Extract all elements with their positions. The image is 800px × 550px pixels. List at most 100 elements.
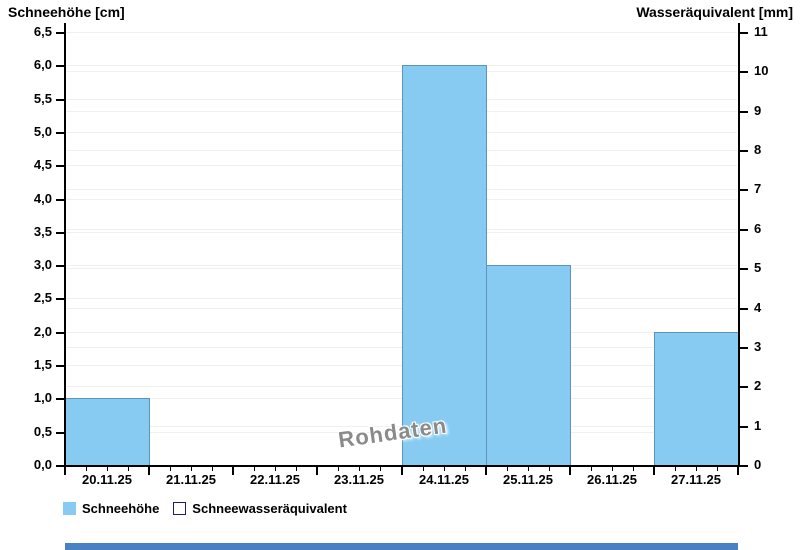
x-axis-major-tick <box>148 467 150 475</box>
x-axis-major-tick <box>316 467 318 475</box>
gridline <box>66 111 737 112</box>
bar[interactable] <box>65 398 150 466</box>
y-axis-tick-label: 3 <box>754 339 762 354</box>
x-axis-minor-tick <box>296 467 297 471</box>
x-axis-minor-tick <box>528 467 529 471</box>
x-axis-major-tick <box>737 467 739 475</box>
gridline <box>66 386 737 387</box>
y-axis-tick <box>56 465 64 467</box>
legend-label: Schneehöhe <box>82 501 160 516</box>
legend-swatch-filled-icon <box>63 502 76 515</box>
x-axis-line <box>64 465 740 467</box>
gridline <box>66 298 737 299</box>
x-axis-major-tick <box>569 467 571 475</box>
y-axis-tick <box>56 165 64 167</box>
y-axis-tick-label: 10 <box>754 63 769 78</box>
gridline <box>66 199 737 200</box>
x-axis-date-label: 21.11.25 <box>166 472 216 487</box>
y-axis-tick <box>740 308 748 310</box>
x-axis-minor-tick <box>423 467 424 471</box>
time-range-scrollbar[interactable] <box>65 543 738 550</box>
y-axis-tick-label: 5,5 <box>33 91 52 106</box>
x-axis-date-label: 22.11.25 <box>250 472 300 487</box>
gridline <box>66 332 737 333</box>
x-axis-minor-tick <box>212 467 213 471</box>
bar[interactable] <box>654 332 739 466</box>
y-axis-tick-label: 3,0 <box>33 257 52 272</box>
y-axis-tick <box>740 32 748 34</box>
right-axis-title: Wasseräquivalent [mm] <box>636 4 793 20</box>
gridline <box>66 308 737 309</box>
gridline <box>66 71 737 72</box>
y-axis-tick-label: 6,0 <box>33 57 52 72</box>
y-axis-tick <box>740 347 748 349</box>
y-axis-tick-label: 0,5 <box>33 424 52 439</box>
x-axis-minor-tick <box>107 467 108 471</box>
y-axis-tick-label: 9 <box>754 103 762 118</box>
legend-swatch-outlined-icon <box>173 502 187 515</box>
x-axis-major-tick <box>401 467 403 475</box>
y-axis-tick <box>56 132 64 134</box>
y-axis-tick <box>740 150 748 152</box>
x-axis-minor-tick <box>675 467 676 471</box>
x-axis-minor-tick <box>465 467 466 471</box>
y-axis-tick <box>56 432 64 434</box>
x-axis-major-tick <box>64 467 66 475</box>
y-axis-tick-label: 4,5 <box>33 157 52 172</box>
x-axis-minor-tick <box>191 467 192 471</box>
y-axis-tick <box>740 426 748 428</box>
gridline <box>66 432 737 433</box>
y-axis-tick-label: 5 <box>754 260 762 275</box>
y-axis-tick <box>740 229 748 231</box>
y-axis-tick <box>740 268 748 270</box>
x-axis-minor-tick <box>170 467 171 471</box>
gridline <box>66 347 737 348</box>
y-axis-tick-label: 7 <box>754 181 762 196</box>
gridline <box>66 132 737 133</box>
y-axis-tick-label: 5,0 <box>33 124 52 139</box>
legend-label: Schneewasseräquivalent <box>192 501 347 516</box>
x-axis-minor-tick <box>254 467 255 471</box>
y-axis-tick-label: 1 <box>754 418 762 433</box>
y-axis-tick-label: 11 <box>754 24 768 39</box>
legend-item-schneewasseraequivalent[interactable]: Schneewasseräquivalent <box>173 501 347 516</box>
y-axis-tick-label: 1,0 <box>33 390 52 405</box>
x-axis-minor-tick <box>507 467 508 471</box>
y-axis-tick <box>56 232 64 234</box>
y-axis-left-line <box>64 23 66 467</box>
y-axis-tick <box>56 265 64 267</box>
x-axis-minor-tick <box>128 467 129 471</box>
x-axis-minor-tick <box>359 467 360 471</box>
y-axis-tick <box>56 99 64 101</box>
bar[interactable] <box>402 65 487 466</box>
x-axis-minor-tick <box>380 467 381 471</box>
bar[interactable] <box>486 265 571 466</box>
y-axis-tick <box>56 32 64 34</box>
gridline <box>66 99 737 100</box>
y-axis-tick <box>740 111 748 113</box>
gridline <box>66 189 737 190</box>
x-axis-minor-tick <box>696 467 697 471</box>
y-axis-tick <box>740 465 748 467</box>
y-axis-tick-label: 0 <box>754 457 762 472</box>
x-axis-minor-tick <box>86 467 87 471</box>
y-axis-tick-label: 4,0 <box>33 191 52 206</box>
gridline <box>66 365 737 366</box>
gridline <box>66 268 737 269</box>
left-axis-title: Schneehöhe [cm] <box>8 4 125 20</box>
y-axis-tick-label: 0,0 <box>33 457 52 472</box>
x-axis-major-tick <box>653 467 655 475</box>
x-axis-date-label: 26.11.25 <box>587 472 637 487</box>
y-axis-tick <box>56 298 64 300</box>
x-axis-date-label: 23.11.25 <box>334 472 384 487</box>
y-axis-tick <box>740 71 748 73</box>
legend-item-schneehoehe[interactable]: Schneehöhe <box>63 501 159 516</box>
gridline <box>66 165 737 166</box>
y-axis-tick-label: 6,5 <box>33 24 52 39</box>
x-axis-minor-tick <box>612 467 613 471</box>
gridline <box>66 229 737 230</box>
gridline <box>66 65 737 66</box>
y-axis-tick <box>56 199 64 201</box>
